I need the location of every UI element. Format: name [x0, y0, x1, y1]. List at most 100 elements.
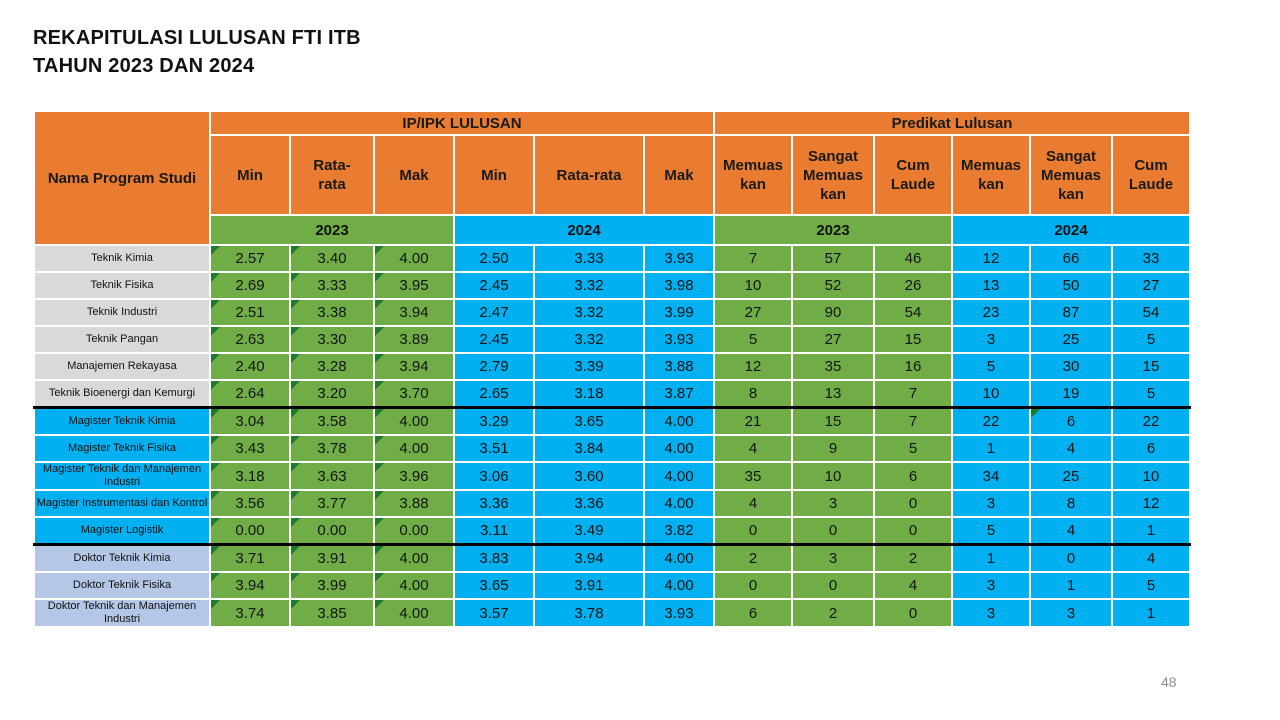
program-name: Doktor Teknik dan Manajemen Industri: [33, 598, 211, 628]
value-cell: 12: [1111, 489, 1191, 518]
value-cell: 7: [873, 406, 953, 436]
value-cell: 1: [1029, 571, 1113, 600]
value-cell: 2.79: [453, 352, 535, 381]
value-cell: 3.11: [453, 516, 535, 546]
page-number: 48: [1161, 674, 1177, 690]
value-cell: 6: [873, 461, 953, 491]
program-name: Teknik Industri: [33, 298, 211, 327]
value-cell: 6: [1111, 434, 1191, 463]
value-cell: 3.88: [643, 352, 715, 381]
value-cell: 4: [1111, 543, 1191, 573]
value-cell: 3: [951, 571, 1031, 600]
value-cell: 3.94: [373, 352, 455, 381]
value-cell: 13: [791, 379, 875, 409]
value-cell: 4.00: [643, 489, 715, 518]
value-cell: 3.60: [533, 461, 645, 491]
value-cell: 22: [951, 406, 1031, 436]
value-cell: 50: [1029, 271, 1113, 300]
program-name: Teknik Pangan: [33, 325, 211, 354]
value-cell: 3.32: [533, 325, 645, 354]
col-header-rata-2024: Rata-rata: [533, 134, 645, 216]
value-cell: 3: [951, 489, 1031, 518]
program-name: Doktor Teknik Fisika: [33, 571, 211, 600]
value-cell: 3.78: [533, 598, 645, 628]
value-cell: 3.33: [289, 271, 375, 300]
program-name: Teknik Bioenergi dan Kemurgi: [33, 379, 211, 409]
value-cell: 5: [1111, 571, 1191, 600]
ip-ipk-group-header: IP/IPK LULUSAN: [209, 110, 715, 136]
value-cell: 1: [1111, 598, 1191, 628]
value-cell: 25: [1029, 325, 1113, 354]
value-cell: 3.88: [373, 489, 455, 518]
value-cell: 0: [873, 516, 953, 546]
value-cell: 3.83: [453, 543, 535, 573]
value-cell: 3: [791, 489, 875, 518]
value-cell: 3.18: [209, 461, 291, 491]
year-band-predikat-2024: 2024: [951, 214, 1191, 246]
value-cell: 35: [713, 461, 793, 491]
value-cell: 4.00: [373, 244, 455, 273]
table-row: Teknik Bioenergi dan Kemurgi 2.64 3.20 3.70…: [33, 379, 1191, 409]
name-column-header: Nama Program Studi: [33, 110, 211, 246]
predikat-group-header: Predikat Lulusan: [713, 110, 1191, 136]
table-body: Teknik Kimia 2.57 3.40 4.00 2.50 3.33 3.93 7 57 4…: [33, 244, 1191, 628]
value-cell: 6: [713, 598, 793, 628]
value-cell: 4.00: [373, 543, 455, 573]
table-row: Teknik Kimia 2.57 3.40 4.00 2.50 3.33 3.93 7 57 4…: [33, 244, 1191, 273]
value-cell: 3.43: [209, 434, 291, 463]
value-cell: 22: [1111, 406, 1191, 436]
value-cell: 3.99: [289, 571, 375, 600]
value-cell: 30: [1029, 352, 1113, 381]
value-cell: 3.82: [643, 516, 715, 546]
value-cell: 3.94: [209, 571, 291, 600]
value-cell: 4.00: [373, 434, 455, 463]
value-cell: 3: [791, 543, 875, 573]
value-cell: 35: [791, 352, 875, 381]
value-cell: 0: [791, 571, 875, 600]
value-cell: 2.45: [453, 271, 535, 300]
value-cell: 10: [1111, 461, 1191, 491]
value-cell: 4.00: [373, 406, 455, 436]
value-cell: 27: [1111, 271, 1191, 300]
value-cell: 3.65: [453, 571, 535, 600]
value-cell: 27: [791, 325, 875, 354]
value-cell: 15: [1111, 352, 1191, 381]
table-row: Doktor Teknik Fisika 3.94 3.99 4.00 3.65 3.91…: [33, 571, 1191, 600]
value-cell: 0: [873, 598, 953, 628]
value-cell: 0: [713, 571, 793, 600]
value-cell: 19: [1029, 379, 1113, 409]
value-cell: 4.00: [373, 598, 455, 628]
value-cell: 15: [873, 325, 953, 354]
value-cell: 3.85: [289, 598, 375, 628]
table-row: Magister Teknik Kimia 3.04 3.58 4.00 3.29 3.6…: [33, 406, 1191, 436]
value-cell: 3.65: [533, 406, 645, 436]
col-header-rata-2023: Rata- rata: [289, 134, 375, 216]
value-cell: 3.77: [289, 489, 375, 518]
value-cell: 5: [1111, 379, 1191, 409]
value-cell: 3.91: [289, 543, 375, 573]
value-cell: 3.06: [453, 461, 535, 491]
group-header-row: Nama Program Studi IP/IPK LULUSAN Predik…: [33, 110, 1191, 246]
value-cell: 3.93: [643, 325, 715, 354]
table-row: Magister Instrumentasi dan Kontrol 3.56 3.…: [33, 489, 1191, 518]
value-cell: 4.00: [643, 543, 715, 573]
program-name: Teknik Kimia: [33, 244, 211, 273]
value-cell: 1: [1111, 516, 1191, 546]
value-cell: 3.74: [209, 598, 291, 628]
col-header-mak-2023: Mak: [373, 134, 455, 216]
table-row: Doktor Teknik dan Manajemen Industri 3.74…: [33, 598, 1191, 628]
table-row: Teknik Industri 2.51 3.38 3.94 2.47 3.32 3.99 2…: [33, 298, 1191, 327]
year-band-ip-2023: 2023: [209, 214, 455, 246]
value-cell: 57: [791, 244, 875, 273]
col-header-cumlaude-2024: Cum Laude: [1111, 134, 1191, 216]
value-cell: 0: [791, 516, 875, 546]
value-cell: 3.78: [289, 434, 375, 463]
value-cell: 25: [1029, 461, 1113, 491]
year-band-predikat-2023: 2023: [713, 214, 953, 246]
table-row: Magister Teknik Fisika 3.43 3.78 4.00 3.51 3.…: [33, 434, 1191, 463]
value-cell: 5: [1111, 325, 1191, 354]
value-cell: 4: [1029, 434, 1113, 463]
value-cell: 10: [951, 379, 1031, 409]
value-cell: 4: [873, 571, 953, 600]
value-cell: 3.18: [533, 379, 645, 409]
